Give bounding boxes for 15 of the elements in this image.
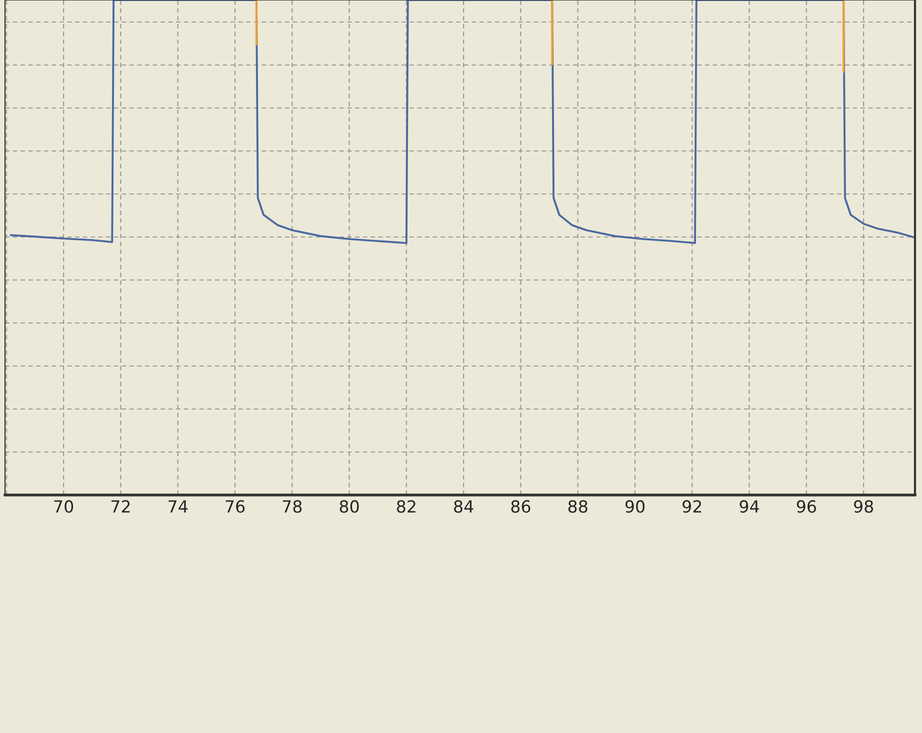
- x-tick-label: 84: [454, 500, 474, 513]
- x-tick-label: 80: [340, 500, 359, 513]
- x-tick-label: 82: [396, 500, 416, 513]
- x-tick-label: 76: [226, 500, 245, 513]
- x-tick-label: 86: [511, 500, 530, 513]
- x-tick-label: 90: [625, 500, 644, 513]
- x-tick-label: 94: [740, 500, 759, 513]
- x-tick-label: 74: [168, 500, 188, 513]
- x-tick-label: 96: [796, 500, 816, 513]
- x-tick-label: 98: [854, 500, 874, 513]
- x-tick-label: 88: [568, 500, 588, 513]
- x-tick-label: 78: [282, 500, 302, 513]
- x-tick-label: 70: [54, 500, 74, 513]
- x-tick-label: 72: [111, 500, 130, 513]
- x-tick-label: 92: [682, 500, 702, 513]
